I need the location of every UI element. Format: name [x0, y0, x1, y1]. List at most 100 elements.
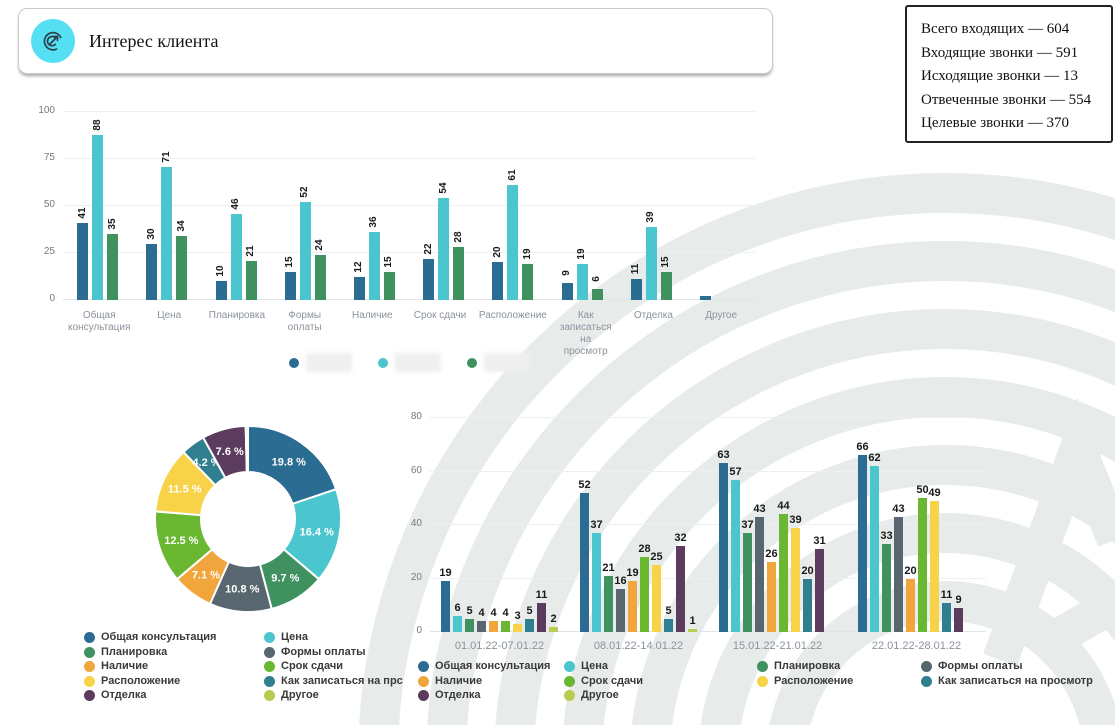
bar[interactable]: 57 — [729, 466, 742, 632]
legend-label: Расположение — [101, 674, 181, 687]
legend-item[interactable] — [377, 353, 441, 372]
bar[interactable]: 28 — [638, 544, 651, 632]
bar[interactable]: 43 — [892, 503, 905, 632]
bar[interactable]: 44 — [777, 501, 790, 632]
bar[interactable]: 22 — [423, 243, 435, 300]
legend-dot-icon — [84, 690, 95, 702]
bar[interactable]: 11 — [536, 589, 547, 632]
bar[interactable]: 39 — [645, 211, 657, 300]
bar[interactable]: 24 — [314, 239, 326, 300]
bar-value-label: 28 — [452, 231, 464, 243]
bar[interactable]: 41 — [77, 207, 89, 300]
bar[interactable]: 61 — [507, 170, 519, 300]
bar[interactable]: 1 — [688, 616, 697, 632]
legend-item[interactable]: Расположение — [757, 675, 921, 688]
legend-item[interactable]: Срок сдачи — [564, 675, 757, 688]
legend-item[interactable]: Другое — [564, 689, 757, 702]
legend-item[interactable] — [466, 353, 530, 372]
bar[interactable]: 19 — [576, 249, 588, 300]
legend-item[interactable] — [288, 353, 352, 372]
bar[interactable]: 10 — [215, 266, 227, 300]
legend-item[interactable]: Отделка — [84, 689, 264, 702]
bar-value-label: 44 — [777, 500, 790, 513]
bar[interactable]: 19 — [439, 568, 452, 632]
bar[interactable]: 21 — [245, 245, 257, 300]
bar[interactable]: 28 — [453, 232, 465, 300]
bar[interactable]: 34 — [176, 221, 188, 300]
legend-item[interactable]: Цена — [264, 631, 406, 644]
bar[interactable]: 66 — [856, 442, 869, 632]
bar[interactable]: 20 — [904, 565, 917, 632]
bar[interactable]: 2 — [549, 613, 558, 632]
legend-item[interactable]: Общая консультация — [418, 660, 564, 673]
bar[interactable]: 15 — [284, 256, 296, 300]
legend-label: Общая консультация — [435, 660, 551, 672]
bar[interactable]: 20 — [492, 247, 504, 300]
legend-item[interactable]: Формы оплаты — [264, 646, 406, 659]
legend-item[interactable]: Расположение — [84, 674, 264, 688]
bar[interactable]: 16 — [614, 576, 627, 632]
bar[interactable]: 5 — [465, 605, 474, 632]
bar[interactable]: 52 — [299, 187, 311, 300]
legend-label: Отделка — [101, 689, 147, 701]
bar[interactable]: 37 — [741, 520, 754, 632]
bar[interactable]: 11 — [941, 589, 952, 632]
bar[interactable]: 62 — [868, 453, 881, 632]
bar[interactable]: 3 — [513, 610, 522, 632]
bar[interactable]: 25 — [650, 552, 663, 632]
legend-item[interactable]: Другое — [264, 689, 406, 702]
bar[interactable]: 63 — [717, 450, 730, 632]
bar[interactable]: 50 — [916, 485, 929, 632]
bar[interactable]: 15 — [660, 256, 672, 300]
bar[interactable]: 30 — [146, 228, 158, 300]
bar[interactable]: 49 — [928, 487, 941, 632]
legend-item[interactable]: Формы оплаты — [921, 660, 1115, 673]
bar[interactable]: 15 — [383, 256, 395, 300]
bar-value-label: 52 — [299, 186, 311, 198]
bar[interactable]: 31 — [813, 536, 826, 632]
bar[interactable]: 21 — [602, 562, 615, 632]
donut-slice[interactable] — [244, 425, 249, 474]
bar[interactable]: 19 — [522, 249, 534, 300]
legend-item[interactable]: Наличие — [84, 660, 264, 673]
bar[interactable]: 36 — [368, 217, 380, 300]
bar[interactable]: 37 — [590, 520, 603, 632]
legend-item[interactable]: Срок сдачи — [264, 660, 406, 673]
bar[interactable]: 6 — [591, 276, 603, 300]
bar[interactable]: 35 — [107, 219, 119, 300]
bar[interactable]: 9 — [954, 594, 963, 632]
bar[interactable]: 4 — [477, 608, 486, 632]
bar[interactable]: 5 — [525, 605, 534, 632]
bar[interactable]: 54 — [438, 183, 450, 300]
legend-item[interactable]: Отделка — [418, 689, 564, 702]
bar[interactable]: 11 — [630, 264, 642, 300]
bar[interactable]: 33 — [880, 530, 893, 632]
bar[interactable]: 4 — [489, 608, 498, 632]
legend-item[interactable]: Планировка — [757, 660, 921, 673]
legend-item[interactable]: Как записаться на прс — [264, 675, 406, 688]
legend-item[interactable]: Планировка — [84, 646, 264, 659]
bar[interactable]: 5 — [664, 605, 673, 632]
bar[interactable]: 71 — [161, 151, 173, 300]
category-label: Как записаться на просмотр — [559, 310, 612, 357]
bar[interactable]: 32 — [674, 533, 687, 632]
bar[interactable]: 43 — [753, 503, 766, 632]
bar[interactable]: 6 — [453, 602, 462, 632]
bar[interactable]: 9 — [561, 270, 573, 300]
legend-item[interactable]: Общая консультация — [84, 631, 264, 644]
legend-item[interactable]: Как записаться на просмотр — [921, 675, 1115, 688]
bar[interactable]: 19 — [626, 568, 639, 632]
bar[interactable]: 46 — [230, 198, 242, 300]
bar[interactable] — [699, 296, 711, 300]
bar[interactable]: 4 — [501, 608, 510, 632]
bar[interactable]: 39 — [789, 514, 802, 632]
bar[interactable]: 12 — [353, 262, 365, 300]
bar[interactable]: 20 — [801, 565, 814, 632]
bar[interactable]: 26 — [765, 549, 778, 632]
bar-value-label: 11 — [630, 264, 642, 275]
legend-column: Формы оплаты Как записаться на просмотр — [921, 660, 1115, 705]
legend-item[interactable]: Наличие — [418, 675, 564, 688]
bar[interactable]: 52 — [578, 479, 591, 632]
legend-item[interactable]: Цена — [564, 660, 757, 673]
bar[interactable]: 88 — [92, 119, 104, 300]
